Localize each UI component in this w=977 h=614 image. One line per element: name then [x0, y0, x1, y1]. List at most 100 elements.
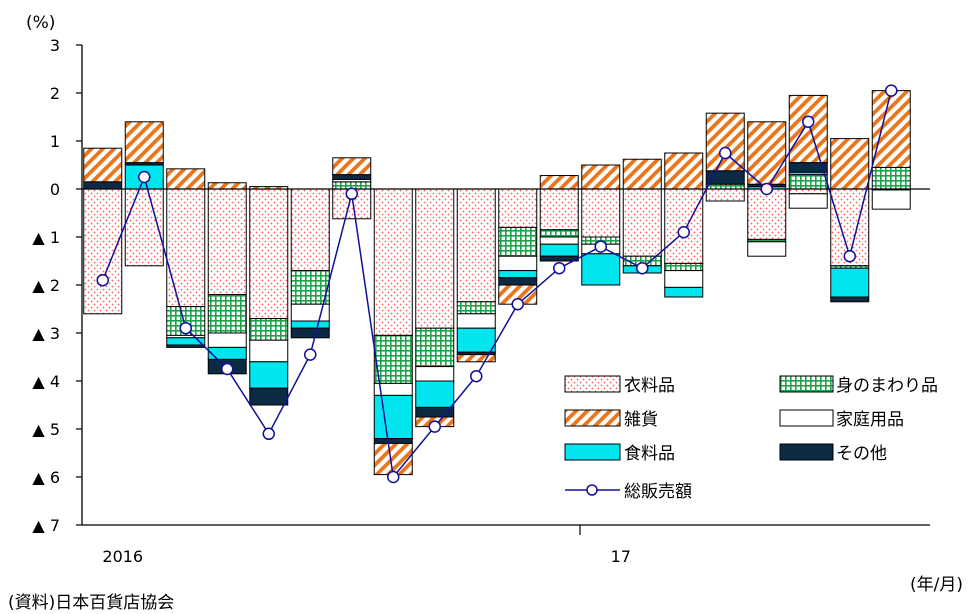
total-sales-polyline — [102, 90, 892, 479]
bar-segment — [373, 442, 413, 476]
bar-segment — [788, 94, 828, 164]
bar-segment — [664, 152, 704, 190]
legend-swatch-household — [779, 409, 834, 427]
bar-segment — [456, 327, 496, 353]
bar-segment — [788, 193, 828, 209]
x-tick-label: 17 — [611, 547, 631, 566]
bar-segment — [207, 294, 247, 334]
bar-segment — [373, 188, 413, 336]
total-sales-point — [843, 249, 856, 263]
legend-marker-total-sales — [586, 484, 598, 496]
legend-item-accessories: 身のまわり品 — [779, 375, 938, 396]
bar-segment — [664, 270, 704, 288]
bar-segment — [705, 188, 745, 202]
bar-segment — [581, 188, 621, 238]
bar-segment — [456, 313, 496, 329]
bar-segment — [498, 277, 538, 286]
legend-label-total-sales: 総販売額 — [624, 482, 692, 502]
bar-segment — [373, 334, 413, 384]
legend-item-goods: 雑貨 — [564, 409, 658, 430]
bar-segment — [830, 296, 870, 303]
bar-segment — [249, 318, 289, 341]
bar-segment — [83, 188, 123, 315]
bar-segment — [415, 406, 455, 418]
bar-segment — [456, 354, 496, 363]
bar-segment — [83, 147, 123, 183]
y-tick-label: ▲ 4 — [32, 372, 60, 391]
total-sales-point — [304, 348, 317, 361]
legend-swatch-food — [564, 443, 621, 461]
y-tick-label: 3 — [50, 36, 60, 55]
total-sales-point — [470, 369, 483, 383]
legend-item-clothing: 衣料品 — [564, 375, 675, 396]
total-sales-point — [760, 182, 773, 196]
legend-label-food: 食料品 — [624, 444, 675, 464]
total-sales-point — [179, 321, 192, 335]
legend-swatch-clothing — [564, 375, 621, 393]
bar-segment — [539, 255, 579, 262]
total-sales-point — [511, 297, 524, 311]
bar-segment — [581, 164, 621, 190]
bar-segment — [249, 339, 289, 363]
total-sales-point — [719, 146, 732, 160]
bar-segment — [498, 270, 538, 279]
bar-segment — [415, 327, 455, 368]
bar-segment — [415, 188, 455, 329]
bar-segment — [705, 112, 745, 172]
y-axis-unit: (%) — [26, 13, 55, 33]
legend-label-clothing: 衣料品 — [624, 376, 675, 396]
y-tick-label: ▲ 1 — [32, 228, 60, 247]
x-axis-unit: (年/月) — [910, 575, 963, 595]
bar-segment — [207, 332, 247, 348]
legend-swatch-other — [779, 443, 834, 461]
bar-segment — [207, 346, 247, 360]
bar-segment — [415, 380, 455, 408]
total-sales-point — [138, 170, 151, 184]
bar-segment — [249, 387, 289, 406]
total-sales-point — [387, 470, 400, 484]
bar-segment — [664, 286, 704, 298]
y-tick-group: 3 2 1 0 ▲ 1 ▲ 2 ▲ 3 ▲ 4 ▲ 5 ▲ 6 ▲ 7 — [32, 36, 82, 535]
bar-segment — [581, 253, 621, 286]
bar-segment — [166, 188, 206, 308]
bar-segment — [747, 241, 787, 257]
bar-segment — [83, 181, 123, 190]
total-sales-point — [221, 362, 234, 376]
y-tick-label: ▲ 2 — [32, 276, 60, 295]
legend-swatch-goods — [564, 409, 621, 427]
y-tick-label: 0 — [50, 180, 60, 199]
bar-segment — [871, 90, 911, 168]
bar-segment — [664, 262, 704, 272]
y-tick-label: ▲ 7 — [32, 516, 60, 535]
bar-segment — [788, 174, 828, 190]
bar-segment — [622, 188, 662, 257]
bar-segment — [290, 270, 330, 305]
bar-segment — [539, 175, 579, 190]
x-tick-label: 2016 — [102, 547, 143, 566]
y-tick-label: 1 — [50, 132, 60, 151]
bar-segment — [871, 166, 911, 190]
x-label-group: 2016 17 — [102, 525, 631, 566]
bar-segment — [622, 158, 662, 190]
bar-segment — [498, 188, 538, 228]
bar-segment — [290, 303, 330, 322]
bar-segment — [456, 301, 496, 315]
legend-item-total-sales: 総販売額 — [565, 482, 692, 502]
total-sales-line — [96, 84, 898, 484]
total-sales-point — [428, 420, 441, 433]
total-sales-point — [553, 261, 566, 275]
bar-segment — [290, 327, 330, 339]
bar-segment — [207, 182, 247, 190]
bar-segment — [249, 361, 289, 389]
bar-segment — [830, 267, 870, 298]
legend-item-household: 家庭用品 — [779, 409, 904, 430]
total-sales-point — [594, 240, 607, 253]
total-sales-point — [262, 427, 275, 441]
bar-segment — [498, 255, 538, 272]
bar-segment — [456, 188, 496, 303]
bar-segment — [788, 188, 828, 195]
bar-segment — [539, 236, 579, 245]
bar-segment — [249, 188, 289, 320]
legend-label-accessories: 身のまわり品 — [836, 376, 938, 396]
bar-segment — [498, 226, 538, 257]
